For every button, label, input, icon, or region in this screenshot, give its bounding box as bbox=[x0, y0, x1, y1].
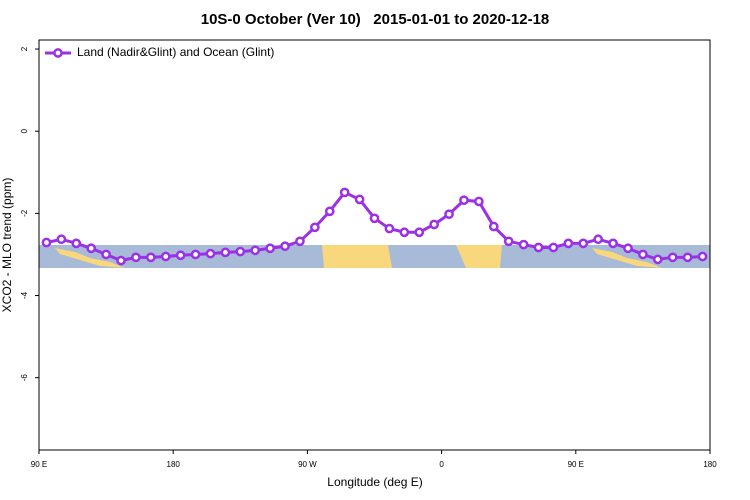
data-point bbox=[190, 249, 201, 260]
data-point bbox=[116, 255, 126, 266]
data-point bbox=[548, 242, 559, 253]
data-point bbox=[474, 196, 484, 207]
y-axis-label: XCO2 - MLO trend (ppm) bbox=[0, 178, 14, 313]
data-point bbox=[623, 243, 633, 254]
data-point bbox=[518, 239, 529, 250]
data-point bbox=[488, 221, 499, 232]
data-point bbox=[652, 254, 663, 265]
legend-marker bbox=[53, 48, 63, 58]
data-point bbox=[697, 251, 708, 262]
chart-title: 10S-0 October (Ver 10) 2015-01-01 to 202… bbox=[201, 11, 550, 28]
data-point bbox=[235, 246, 246, 257]
data-point bbox=[444, 209, 454, 220]
data-point bbox=[578, 238, 589, 249]
data-point bbox=[563, 238, 574, 249]
data-point bbox=[131, 252, 141, 263]
data-point bbox=[369, 213, 380, 224]
data-point bbox=[175, 250, 186, 261]
x-tick-label: 180 bbox=[703, 460, 717, 469]
data-point bbox=[205, 248, 216, 259]
data-point bbox=[295, 236, 305, 247]
data-point bbox=[71, 238, 82, 249]
land-south-america bbox=[322, 245, 392, 268]
data-point bbox=[220, 247, 231, 258]
data-point bbox=[682, 252, 693, 263]
x-tick-label: 90 W bbox=[298, 460, 317, 469]
land-indonesia bbox=[55, 248, 125, 268]
data-point bbox=[414, 227, 425, 238]
data-point bbox=[265, 243, 275, 254]
data-point bbox=[354, 194, 365, 205]
x-tick-label: 180 bbox=[167, 460, 181, 469]
y-tick-label: -6 bbox=[20, 374, 29, 382]
data-point bbox=[384, 223, 395, 234]
data-point bbox=[459, 195, 469, 206]
data-point bbox=[101, 249, 111, 260]
data-point bbox=[503, 236, 514, 247]
data-point bbox=[145, 252, 156, 263]
x-axis-label: Longitude (deg E) bbox=[327, 475, 422, 489]
data-point bbox=[533, 242, 544, 253]
data-point bbox=[399, 227, 410, 238]
data-point bbox=[86, 243, 97, 254]
plot-frame bbox=[38, 39, 711, 451]
data-point bbox=[160, 251, 171, 262]
data-point bbox=[280, 241, 290, 252]
data-point bbox=[339, 187, 350, 198]
data-point bbox=[593, 234, 604, 245]
data-point bbox=[250, 245, 261, 256]
y-tick-label: -4 bbox=[20, 291, 29, 299]
data-point bbox=[667, 252, 678, 263]
data-point bbox=[608, 238, 618, 249]
data-point bbox=[56, 234, 67, 245]
x-tick-label: 90 E bbox=[568, 460, 584, 469]
data-point bbox=[310, 222, 320, 233]
data-point bbox=[324, 206, 335, 217]
x-tick-label: 0 bbox=[439, 460, 444, 469]
y-tick-label: 2 bbox=[20, 46, 29, 51]
land-africa bbox=[456, 245, 502, 268]
y-tick-label: -2 bbox=[20, 209, 29, 217]
data-point bbox=[41, 237, 52, 248]
data-point bbox=[429, 219, 439, 230]
data-point bbox=[638, 249, 648, 260]
land-indonesia bbox=[592, 248, 662, 268]
x-tick-label: 90 E bbox=[31, 460, 47, 469]
legend-label: Land (Nadir&Glint) and Ocean (Glint) bbox=[77, 45, 274, 59]
y-tick-label: 0 bbox=[20, 128, 29, 133]
